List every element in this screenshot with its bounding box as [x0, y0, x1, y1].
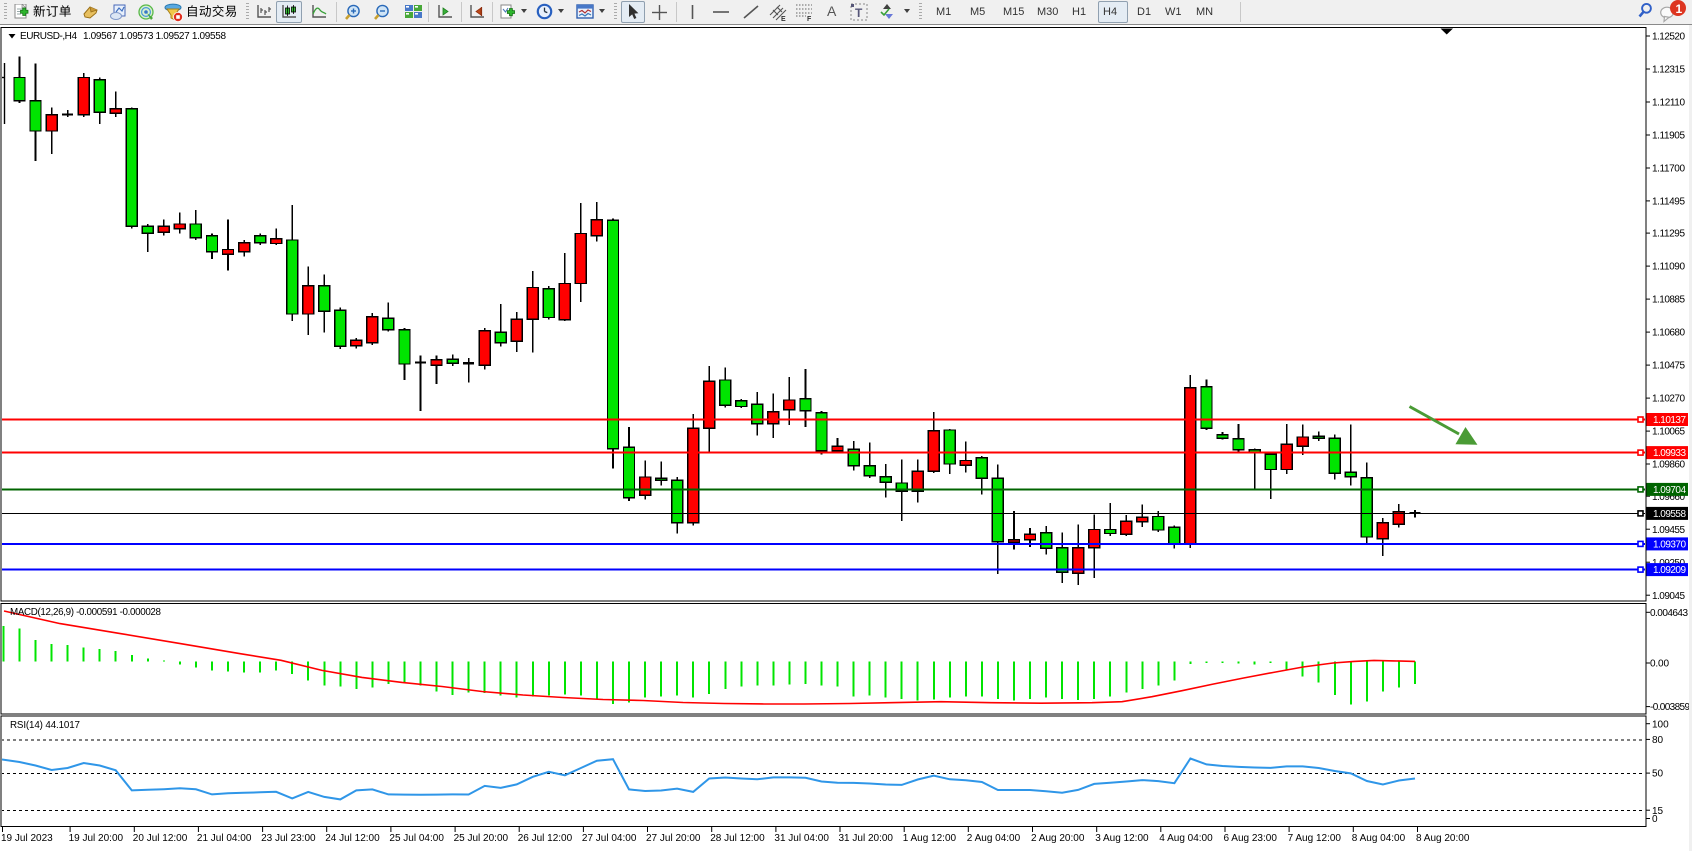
svg-text:24 Jul 12:00: 24 Jul 12:00 [325, 833, 380, 844]
svg-text:31 Jul 04:00: 31 Jul 04:00 [774, 833, 829, 844]
svg-text:1.10137: 1.10137 [1653, 415, 1686, 426]
svg-text:6 Aug 23:00: 6 Aug 23:00 [1224, 833, 1278, 844]
svg-text:21 Jul 04:00: 21 Jul 04:00 [197, 833, 252, 844]
svg-text:3 Aug 12:00: 3 Aug 12:00 [1095, 833, 1149, 844]
svg-text:1.12315: 1.12315 [1652, 65, 1685, 76]
svg-text:0: 0 [1652, 814, 1658, 825]
svg-text:1.10065: 1.10065 [1652, 427, 1685, 438]
svg-text:27 Jul 20:00: 27 Jul 20:00 [646, 833, 701, 844]
svg-text:8 Aug 20:00: 8 Aug 20:00 [1416, 833, 1470, 844]
svg-text:100: 100 [1652, 719, 1669, 730]
svg-text:1.10885: 1.10885 [1652, 295, 1685, 306]
svg-text:1.10270: 1.10270 [1652, 394, 1685, 405]
svg-text:1.09209: 1.09209 [1653, 565, 1686, 576]
svg-text:1.09455: 1.09455 [1652, 525, 1685, 536]
svg-text:RSI(14) 44.1017: RSI(14) 44.1017 [10, 720, 80, 731]
svg-text:27 Jul 04:00: 27 Jul 04:00 [582, 833, 637, 844]
svg-text:1.09370: 1.09370 [1653, 540, 1686, 551]
svg-text:1.12110: 1.12110 [1652, 98, 1685, 109]
svg-text:1.09704: 1.09704 [1653, 485, 1686, 496]
svg-text:1.09567 1.09573 1.09527 1.0955: 1.09567 1.09573 1.09527 1.09558 [83, 31, 226, 42]
svg-text:1.10680: 1.10680 [1652, 328, 1685, 339]
svg-text:MACD(12,26,9) -0.000591 -0.000: MACD(12,26,9) -0.000591 -0.000028 [10, 607, 162, 618]
svg-text:1.11700: 1.11700 [1652, 164, 1685, 175]
svg-text:1 Aug 12:00: 1 Aug 12:00 [903, 833, 957, 844]
svg-text:1.10475: 1.10475 [1652, 361, 1685, 372]
svg-text:25 Jul 20:00: 25 Jul 20:00 [454, 833, 509, 844]
svg-text:1.12520: 1.12520 [1652, 32, 1685, 43]
svg-text:E: E [781, 16, 786, 22]
svg-text:2 Aug 04:00: 2 Aug 04:00 [967, 833, 1021, 844]
svg-text:1.09933: 1.09933 [1653, 448, 1686, 459]
svg-text:20 Jul 12:00: 20 Jul 12:00 [133, 833, 188, 844]
svg-text:-0.003859: -0.003859 [1650, 702, 1690, 713]
svg-text:1.09660: 1.09660 [1652, 492, 1685, 503]
svg-text:0.00: 0.00 [1650, 659, 1669, 670]
svg-text:23 Jul 23:00: 23 Jul 23:00 [261, 833, 316, 844]
svg-text:1.09558: 1.09558 [1653, 509, 1686, 520]
svg-text:19 Jul 2023: 19 Jul 2023 [1, 833, 53, 844]
svg-text:1.11295: 1.11295 [1652, 229, 1685, 240]
svg-text:0.004643: 0.004643 [1650, 608, 1688, 619]
svg-text:4 Aug 04:00: 4 Aug 04:00 [1159, 833, 1213, 844]
svg-text:1.11495: 1.11495 [1652, 197, 1685, 208]
svg-text:26 Jul 12:00: 26 Jul 12:00 [518, 833, 573, 844]
svg-text:15: 15 [1652, 806, 1664, 817]
svg-text:80: 80 [1652, 735, 1664, 746]
svg-text:2 Aug 20:00: 2 Aug 20:00 [1031, 833, 1085, 844]
svg-text:T: T [855, 6, 863, 20]
svg-text:28 Jul 12:00: 28 Jul 12:00 [710, 833, 765, 844]
svg-text:50: 50 [1652, 769, 1664, 780]
svg-text:25 Jul 04:00: 25 Jul 04:00 [389, 833, 444, 844]
svg-text:8 Aug 04:00: 8 Aug 04:00 [1352, 833, 1406, 844]
svg-text:EURUSD-,H4: EURUSD-,H4 [20, 31, 77, 42]
svg-text:1.11090: 1.11090 [1652, 262, 1685, 273]
svg-text:1.09860: 1.09860 [1652, 460, 1685, 471]
svg-text:19 Jul 20:00: 19 Jul 20:00 [69, 833, 124, 844]
svg-text:1.11905: 1.11905 [1652, 131, 1685, 142]
svg-text:F: F [807, 16, 812, 22]
svg-text:31 Jul 20:00: 31 Jul 20:00 [839, 833, 894, 844]
svg-text:1.09045: 1.09045 [1652, 591, 1685, 602]
svg-text:7 Aug 12:00: 7 Aug 12:00 [1288, 833, 1342, 844]
